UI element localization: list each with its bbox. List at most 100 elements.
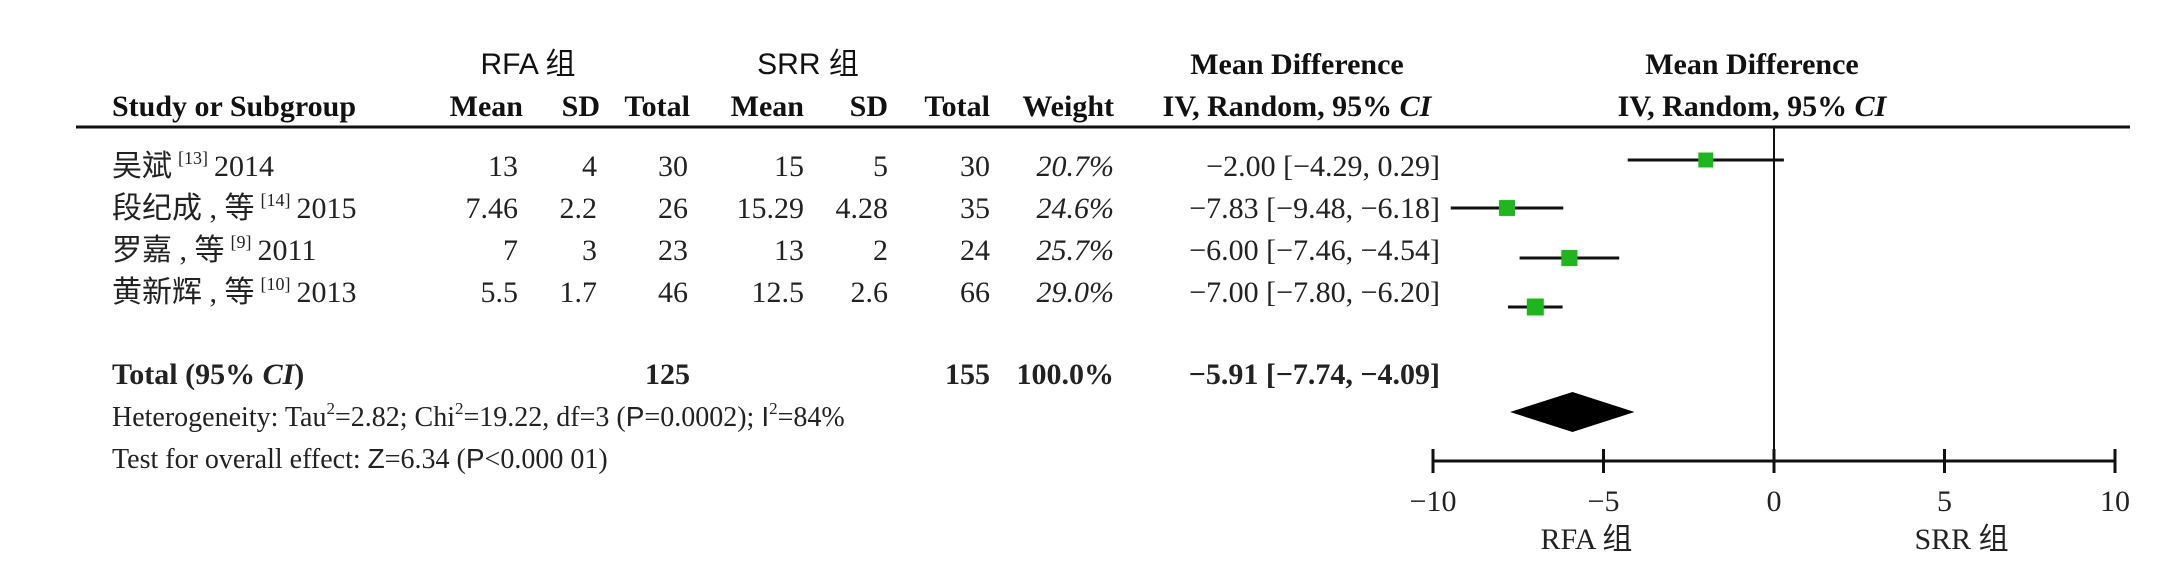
study-sd2: 2.6 (851, 276, 889, 309)
x-tick-label: −5 (1588, 485, 1620, 518)
md-subtitle-text: IV, Random, 95% (1163, 90, 1400, 123)
total-ci-text: −5.91 [−7.74, −4.09] (1189, 358, 1440, 391)
study-sd2: 2 (873, 234, 888, 267)
plot-column-title: Mean Difference (1645, 48, 1859, 81)
het-p-letter: P (626, 401, 645, 432)
study-point-marker (1561, 249, 1578, 267)
study-year: 2014 (214, 150, 274, 183)
het-part: =84% (778, 402, 845, 433)
study-total2: 35 (960, 192, 990, 225)
x-tick-label: 10 (2100, 485, 2130, 518)
study-name-text: 黄新辉 , 等 (112, 276, 255, 309)
study-weight: 25.7% (1037, 234, 1115, 267)
het-part: =0.0002); (644, 402, 761, 433)
overall-effect-text: Test for overall effect: Z=6.34 (P<0.000… (112, 443, 608, 475)
study-mean1: 13 (488, 150, 518, 183)
study-mean2: 15.29 (737, 192, 805, 225)
study-sd1: 1.7 (560, 276, 598, 309)
study-row: 黄新辉 , 等 [10] 2013 5.5 1.7 46 12.5 2.6 66 2… (112, 274, 1440, 309)
het-part: =19.22, df=3 ( (463, 402, 625, 433)
mean1-header: Mean (450, 90, 524, 123)
overall-part: Test for overall effect: (112, 444, 368, 475)
study-total2: 66 (960, 276, 990, 309)
study-row: 罗嘉 , 等 [9] 2011 7 3 23 13 2 24 25.7% −6.00… (112, 232, 1440, 267)
study-mean2: 13 (774, 234, 804, 267)
md-column-subtitle: IV, Random, 95% CI (1163, 90, 1433, 123)
total-label-close: ) (294, 358, 304, 391)
het-i-letter: I (761, 401, 769, 432)
study-mean2: 12.5 (752, 276, 805, 309)
study-year: 2015 (297, 192, 357, 225)
het-sup: 2 (326, 399, 335, 418)
forest-plot-area: −10 −5 0 5 10 RFA 组 SRR 组 (1410, 127, 2130, 556)
study-ref: [14] (261, 190, 291, 210)
study-name-text: 罗嘉 , 等 (112, 234, 225, 267)
study-mean1: 5.5 (481, 276, 519, 309)
x-tick-label: −10 (1410, 485, 1457, 518)
md-subtitle-ci: CI (1400, 90, 1433, 123)
total-row: Total (95% CI) 125 155 100.0% −5.91 [−7.… (112, 358, 1440, 391)
het-sup: 2 (455, 399, 464, 418)
overall-part: =6.34 ( (385, 444, 466, 475)
md-column-title: Mean Difference (1190, 48, 1404, 81)
total1-value: 125 (645, 358, 690, 391)
weight-header: Weight (1022, 90, 1114, 123)
study-row: 段纪成 , 等 [14] 2015 7.46 2.2 26 15.29 4.28 3… (112, 190, 1440, 225)
favours-left-label: RFA 组 (1540, 523, 1632, 556)
study-ci-text: −6.00 [−7.46, −4.54] (1189, 234, 1440, 267)
study-sd1: 2.2 (560, 192, 598, 225)
study-column-header: Study or Subgroup (112, 90, 356, 123)
study-mean1: 7 (503, 234, 518, 267)
total-label: Total (95% CI) (112, 358, 304, 391)
het-part: =2.82; Chi (335, 402, 455, 433)
group1-header: RFA 组 (480, 48, 575, 81)
plot-subtitle-ci: CI (1855, 90, 1888, 123)
study-ref: [9] (231, 232, 252, 252)
study-sd2: 5 (873, 150, 888, 183)
study-point-marker (1698, 152, 1714, 168)
study-mean1: 7.46 (466, 192, 519, 225)
plot-subtitle-text: IV, Random, 95% (1618, 90, 1855, 123)
x-tick-label: 0 (1767, 485, 1782, 518)
study-total2: 30 (960, 150, 990, 183)
study-sd1: 3 (582, 234, 597, 267)
pooled-diamond (1510, 392, 1635, 432)
het-part: Heterogeneity: Tau (112, 402, 326, 433)
study-name: 段纪成 , 等 [14] 2015 (112, 190, 357, 225)
study-total1: 30 (658, 150, 688, 183)
overall-part: <0.000 01) (485, 444, 608, 475)
study-name: 吴斌 [13] 2014 (112, 148, 274, 183)
study-weight: 20.7% (1037, 150, 1115, 183)
study-sd2: 4.28 (836, 192, 889, 225)
study-total1: 26 (658, 192, 688, 225)
group2-header: SRR 组 (757, 48, 859, 81)
mean2-header: Mean (731, 90, 805, 123)
overall-p-letter: P (466, 443, 485, 474)
heterogeneity-text: Heterogeneity: Tau2=2.82; Chi2=19.22, df… (112, 399, 845, 433)
total2-header: Total (924, 90, 990, 123)
study-ci-text: −7.83 [−9.48, −6.18] (1189, 192, 1440, 225)
overall-z-letter: Z (368, 443, 385, 474)
total-weight: 100.0% (1017, 358, 1115, 391)
study-name-text: 吴斌 (112, 150, 172, 183)
het-sup: 2 (769, 399, 778, 418)
x-tick-label: 5 (1937, 485, 1952, 518)
study-name: 黄新辉 , 等 [10] 2013 (112, 274, 357, 309)
sd1-header: SD (562, 90, 600, 123)
study-name-text: 段纪成 , 等 (112, 192, 255, 225)
plot-column-subtitle: IV, Random, 95% CI (1618, 90, 1888, 123)
total2-value: 155 (945, 358, 990, 391)
study-point-marker (1499, 200, 1515, 216)
study-rows: 吴斌 [13] 2014 13 4 30 15 5 30 20.7% −2.00 [… (112, 148, 1440, 309)
study-row: 吴斌 [13] 2014 13 4 30 15 5 30 20.7% −2.00 [… (112, 148, 1440, 183)
study-total2: 24 (960, 234, 990, 267)
study-ref: [13] (178, 148, 208, 168)
study-weight: 24.6% (1037, 192, 1115, 225)
total-label-ci: CI (263, 358, 296, 391)
study-year: 2011 (258, 234, 317, 267)
study-name: 罗嘉 , 等 [9] 2011 (112, 232, 316, 267)
favours-right-label: SRR 组 (1914, 523, 2008, 556)
study-point-marker (1526, 298, 1544, 316)
